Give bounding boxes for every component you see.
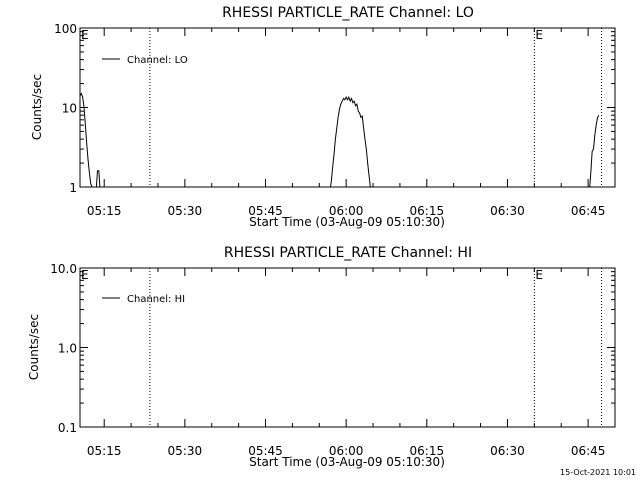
x-tick-label: 06:30 (490, 204, 525, 218)
event-line-label: E (535, 28, 543, 42)
x-tick-label: 06:15 (410, 444, 445, 458)
y-tick-label: 1.0 (58, 342, 77, 356)
x-tick-label: 06:15 (410, 204, 445, 218)
y-tick-label: 0.1 (58, 421, 77, 435)
y-axis-label: Counts/sec (27, 314, 41, 380)
x-tick-label: 05:15 (87, 444, 122, 458)
x-tick-label: 05:45 (248, 444, 283, 458)
y-tick-label: 1 (69, 181, 77, 195)
series-line (95, 170, 101, 187)
legend-label: Channel: LO (127, 55, 188, 66)
edge-label: E (81, 28, 89, 42)
y-tick-label: 100 (54, 22, 77, 36)
x-axis-label: Start Time (03-Aug-09 05:10:30) (249, 215, 445, 229)
series-line (80, 92, 93, 187)
panel-lo-channel: RHESSI PARTICLE_RATE Channel: LO Counts/… (30, 5, 616, 229)
legend-label: Channel: HI (127, 294, 185, 305)
y-tick-label: 10.0 (50, 262, 77, 276)
x-axis-label: Start Time (03-Aug-09 05:10:30) (249, 455, 445, 469)
x-tick-label: 05:30 (168, 204, 203, 218)
x-tick-label: 06:00 (329, 204, 364, 218)
x-tick-label: 05:15 (87, 204, 122, 218)
x-tick-label: 06:45 (571, 444, 606, 458)
x-tick-label: 05:45 (248, 204, 283, 218)
edge-label: E (81, 268, 89, 282)
x-tick-label: 06:30 (490, 444, 525, 458)
y-axis-label: Counts/sec (30, 74, 44, 140)
chart-title: RHESSI PARTICLE_RATE Channel: LO (222, 5, 474, 21)
x-tick-label: 05:30 (168, 444, 203, 458)
event-line-label: E (535, 268, 543, 282)
panel-hi-channel: RHESSI PARTICLE_RATE Channel: HI Counts/… (27, 245, 616, 469)
series-line (330, 95, 371, 187)
plot-timestamp: 15-Oct-2021 10:01 (560, 468, 636, 477)
x-tick-label: 06:45 (571, 204, 606, 218)
x-tick-label: 06:00 (329, 444, 364, 458)
y-tick-label: 10 (62, 102, 77, 116)
chart-title: RHESSI PARTICLE_RATE Channel: HI (224, 245, 472, 261)
series-line (589, 114, 600, 187)
